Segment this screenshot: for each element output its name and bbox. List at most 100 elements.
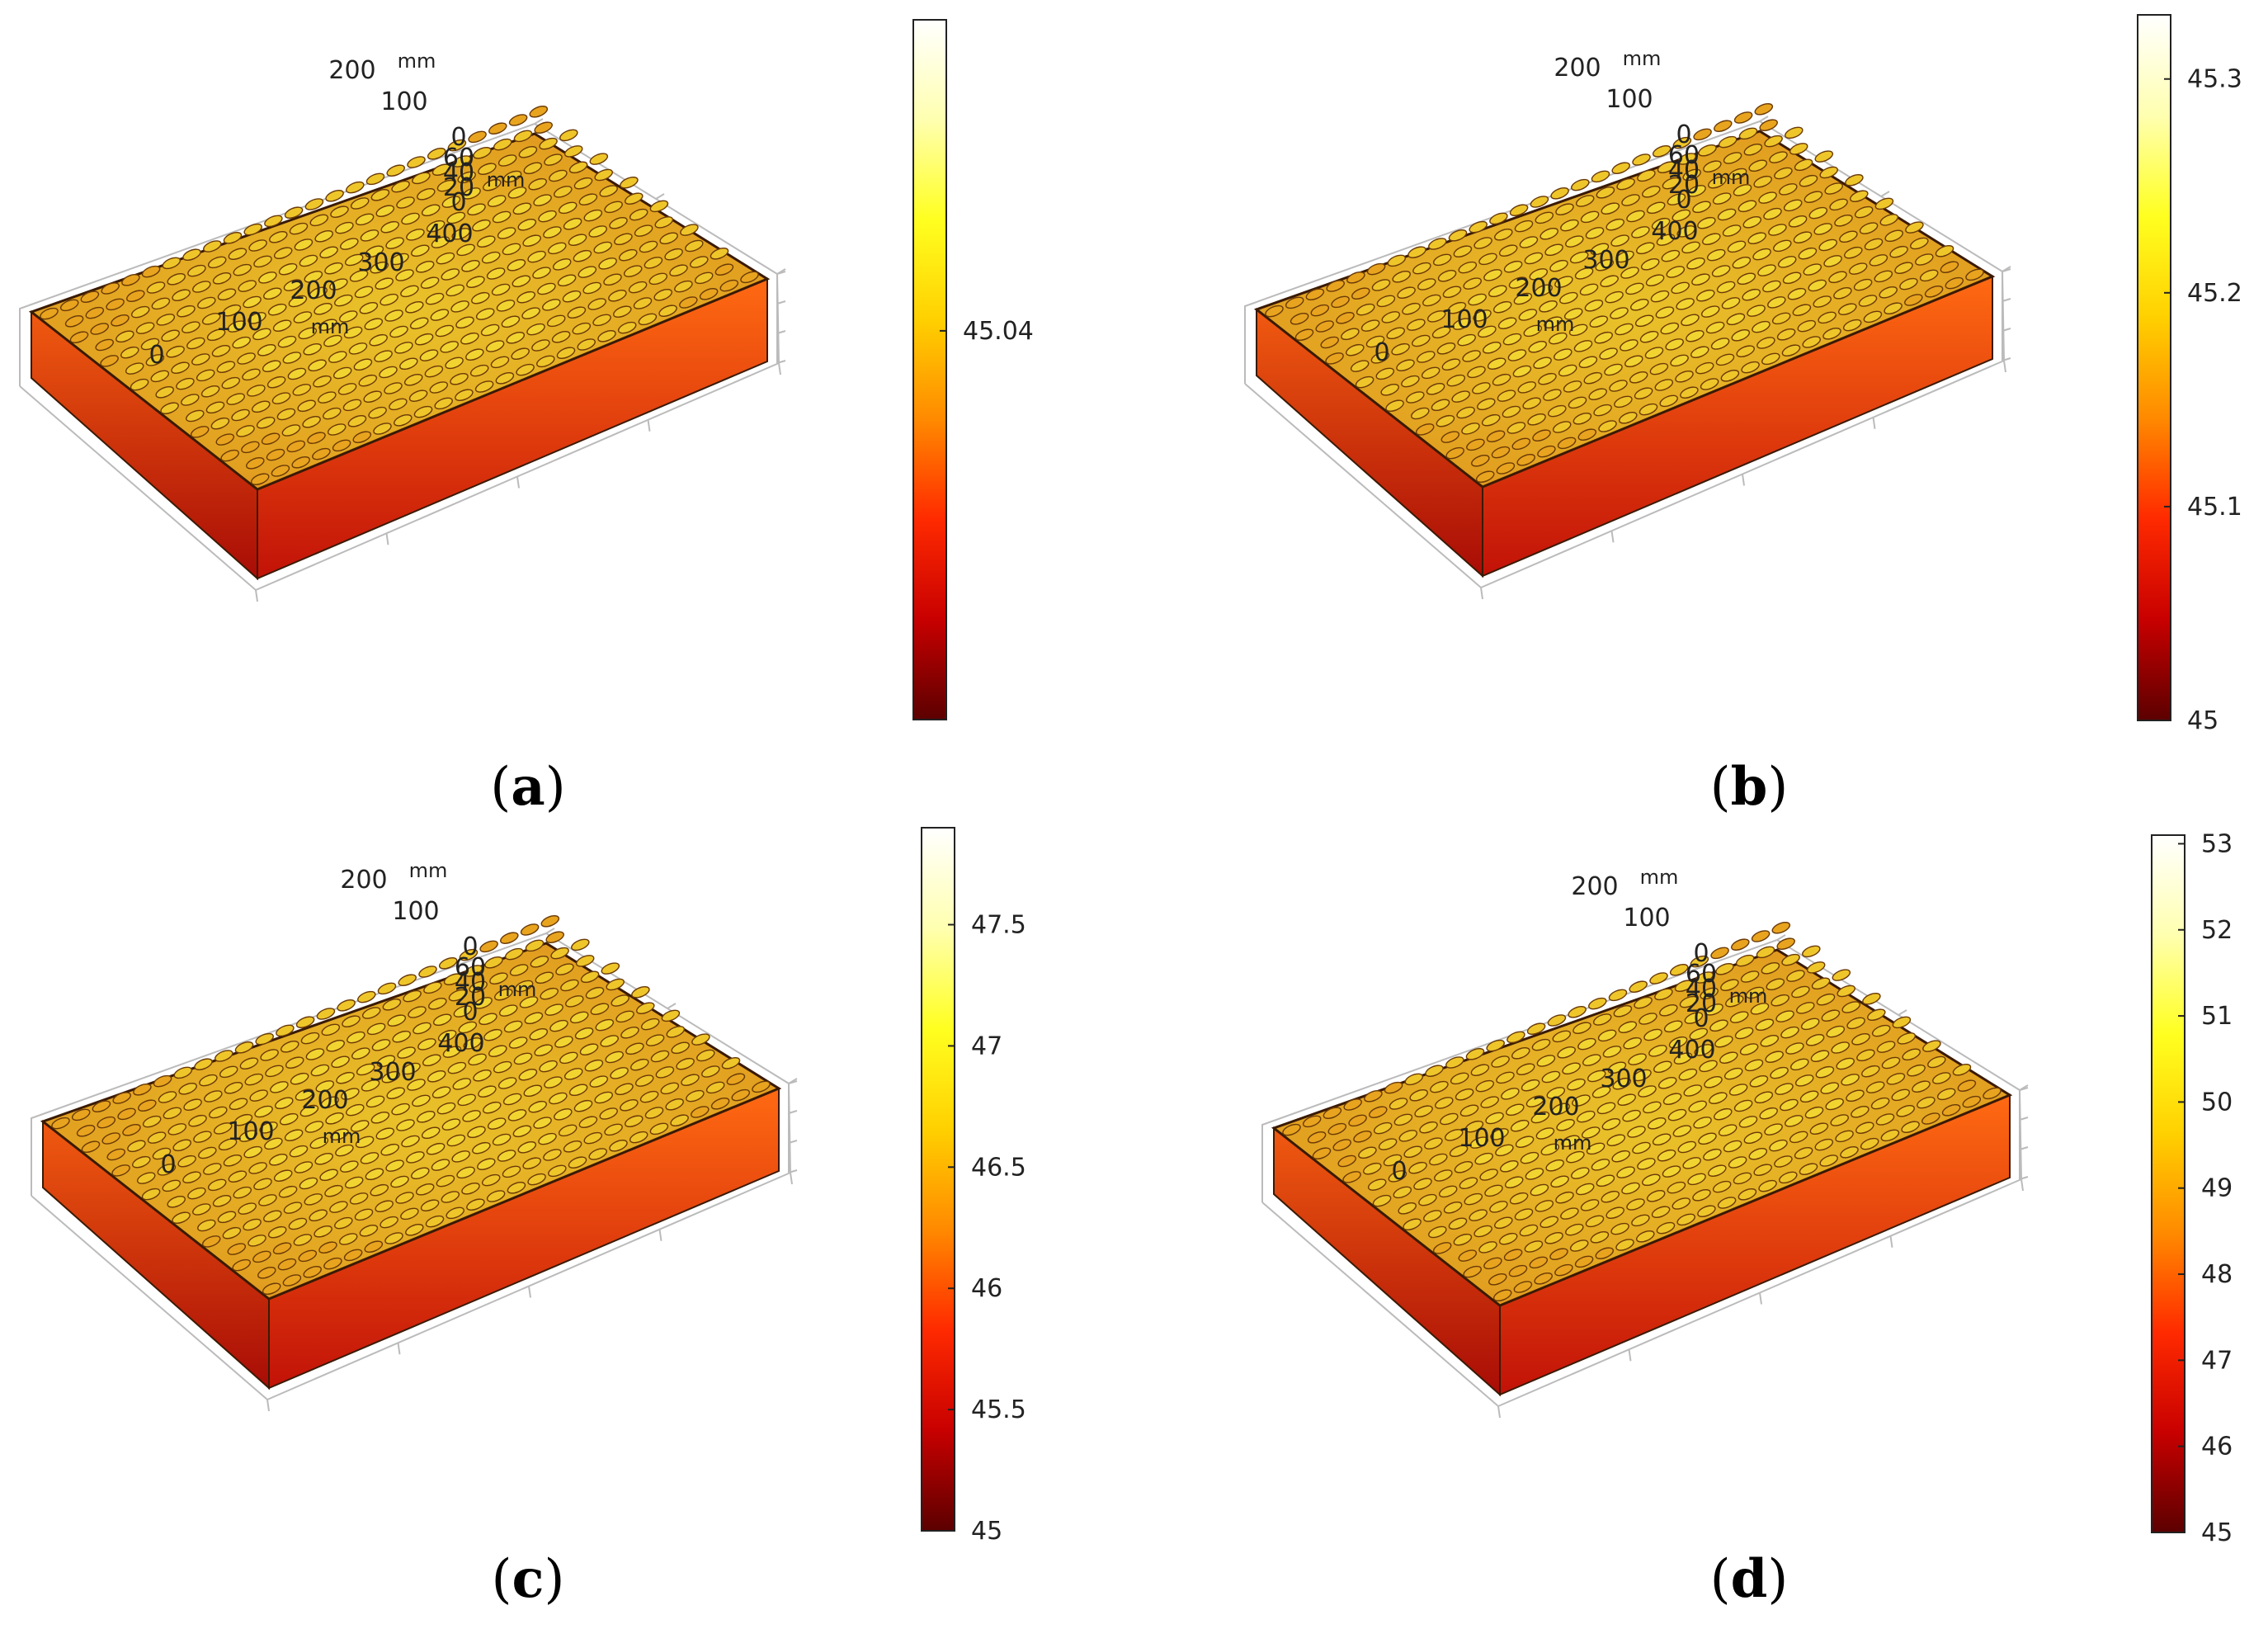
colorbar-tick-label: 47.5 xyxy=(971,911,1026,940)
colorbar-tick-label: 52 xyxy=(2201,916,2233,945)
colorbar-tick-label: 45.2 xyxy=(2187,279,2242,308)
colorbar-tick-label: 45.04 xyxy=(963,317,1034,346)
z-tick-label: 60 xyxy=(455,953,486,982)
z-tick-label: 20 xyxy=(455,983,486,1012)
x-unit-label: mm xyxy=(1536,313,1575,336)
colorbar-tick-label: 48 xyxy=(2201,1260,2233,1289)
x-tick-label: 0 xyxy=(1391,1157,1407,1186)
y-unit-label: mm xyxy=(409,859,448,882)
x-tick-label: 100 xyxy=(1458,1124,1505,1153)
panel-caption: (b) xyxy=(1710,756,1789,818)
x-unit-label: mm xyxy=(323,1125,361,1148)
colorbar-tick-label: 45.3 xyxy=(2187,65,2242,94)
z-unit-label: mm xyxy=(487,168,526,191)
x-tick-label: 100 xyxy=(215,308,262,337)
cell-array xyxy=(1265,103,1984,483)
colorbar-tick-label: 45 xyxy=(971,1517,1002,1546)
z-tick-label: 40 xyxy=(455,968,486,997)
colorbar-gradient xyxy=(2151,834,2185,1533)
z-tick-label: 60 xyxy=(1668,141,1700,170)
y-tick-label: 100 xyxy=(1623,904,1670,933)
z-tick-label: 20 xyxy=(443,173,474,202)
x-tick-label: 300 xyxy=(357,248,404,277)
colorbar-gradient xyxy=(921,827,955,1532)
x-unit-label: mm xyxy=(1554,1131,1592,1154)
cell-array xyxy=(1282,922,2002,1301)
x-tick-label: 100 xyxy=(227,1117,274,1146)
x-tick-label: 400 xyxy=(1651,217,1698,246)
z-unit-label: mm xyxy=(1729,984,1768,1008)
colorbar-gradient xyxy=(912,19,947,720)
y-tick-label: 100 xyxy=(1606,85,1653,114)
y-tick-label: 0 xyxy=(462,933,478,961)
y-tick-label: 0 xyxy=(1693,939,1709,968)
y-tick-label: 200 xyxy=(1554,54,1601,83)
x-tick-label: 200 xyxy=(1532,1093,1579,1121)
z-tick-label: 40 xyxy=(443,158,474,187)
y-tick-label: 200 xyxy=(328,56,375,85)
y-tick-label: 0 xyxy=(450,123,466,152)
colorbar: 45 45.1 45.2 45.3 xyxy=(2137,14,2242,735)
colorbar-tick-label: 45 xyxy=(2201,1518,2233,1547)
colorbar-tick-label: 47 xyxy=(2201,1346,2233,1375)
z-tick-label: 0 xyxy=(450,188,466,217)
z-tick-label: 40 xyxy=(1686,975,1717,1003)
x-unit-label: mm xyxy=(311,315,350,338)
colorbar-tick-label: 45.5 xyxy=(971,1395,1026,1424)
x-tick-label: 300 xyxy=(1582,246,1629,275)
z-unit-label: mm xyxy=(1712,166,1751,189)
panel-caption: (d) xyxy=(1710,1548,1789,1610)
colorbar-tick-label: 51 xyxy=(2201,1002,2233,1031)
panel-caption: (a) xyxy=(490,756,565,818)
colorbar-tick-label: 49 xyxy=(2201,1174,2233,1203)
x-tick-label: 0 xyxy=(149,341,164,370)
x-tick-label: 200 xyxy=(290,276,337,305)
x-tick-label: 400 xyxy=(437,1029,484,1058)
y-unit-label: mm xyxy=(1640,866,1679,889)
x-tick-label: 400 xyxy=(1668,1036,1715,1065)
colorbar-tick-label: 45.1 xyxy=(2187,493,2242,522)
y-unit-label: mm xyxy=(1623,47,1662,70)
colorbar-tick-label: 46 xyxy=(971,1274,1002,1303)
z-tick-label: 20 xyxy=(1686,989,1717,1018)
y-unit-label: mm xyxy=(398,50,436,73)
colorbar: 45.04 xyxy=(912,19,1034,720)
y-tick-label: 200 xyxy=(340,866,387,895)
colorbar-tick-label: 53 xyxy=(2201,829,2233,858)
colorbar-tick-label: 45 xyxy=(2187,706,2218,735)
z-tick-label: 60 xyxy=(1686,960,1717,989)
x-tick-label: 300 xyxy=(369,1058,416,1087)
cell-array xyxy=(40,106,759,485)
colorbar: 45 46 47 48 49 50 51 52 53 xyxy=(2151,829,2233,1547)
z-tick-label: 20 xyxy=(1668,171,1700,200)
z-tick-label: 40 xyxy=(1668,156,1700,185)
colorbar-tick-label: 46.5 xyxy=(971,1153,1026,1182)
x-tick-label: 200 xyxy=(301,1086,348,1115)
y-tick-label: 100 xyxy=(392,897,439,926)
colorbar: 45 45.5 46 46.5 47 47.5 xyxy=(921,827,1026,1546)
colorbar-tick-label: 50 xyxy=(2201,1088,2233,1117)
colorbar-tick-label: 46 xyxy=(2201,1433,2233,1461)
y-tick-label: 0 xyxy=(1676,120,1691,149)
z-tick-label: 60 xyxy=(443,144,474,172)
z-tick-label: 0 xyxy=(462,998,478,1027)
z-tick-label: 0 xyxy=(1693,1004,1709,1033)
x-tick-label: 200 xyxy=(1515,274,1562,303)
y-tick-label: 100 xyxy=(380,87,427,116)
z-unit-label: mm xyxy=(498,978,537,1001)
z-tick-label: 0 xyxy=(1676,186,1691,215)
y-tick-label: 200 xyxy=(1571,872,1618,901)
colorbar-gradient xyxy=(2137,14,2171,721)
colorbar-tick-label: 47 xyxy=(971,1032,1002,1060)
panel-caption: (c) xyxy=(492,1548,565,1610)
x-tick-label: 0 xyxy=(1374,338,1389,367)
cell-array xyxy=(51,915,771,1295)
